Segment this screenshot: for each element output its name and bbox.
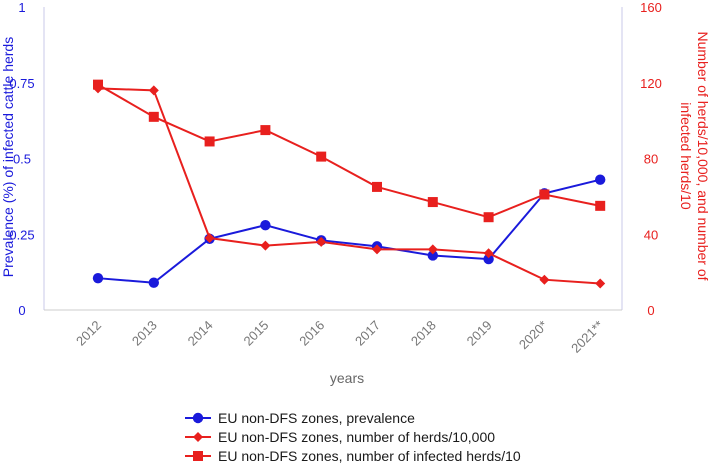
y-left-axis-title: Prevalence (%) of infected cattle herds bbox=[0, 37, 16, 277]
series-line bbox=[97, 83, 601, 219]
legend-label: EU non-DFS zones, number of infected her… bbox=[218, 448, 521, 464]
series-3-square-point bbox=[93, 79, 103, 90]
legend-marker bbox=[193, 432, 203, 442]
series-1-point bbox=[260, 219, 271, 231]
series-3-square-point bbox=[204, 136, 215, 147]
x-tick-label: 2017 bbox=[352, 318, 383, 349]
series-1-point bbox=[92, 272, 104, 284]
series-2-diamond-point bbox=[148, 85, 159, 96]
x-tick-label: 2020* bbox=[516, 318, 551, 353]
series-1 bbox=[92, 174, 606, 288]
y-left-tick-label: 1 bbox=[18, 0, 25, 15]
legend-label: EU non-DFS zones, prevalence bbox=[218, 410, 415, 426]
y-right-tick-label: 0 bbox=[647, 303, 654, 318]
labels-layer: years Prevalence (%) of infected cattle … bbox=[0, 31, 709, 386]
y-right-tick-label: 160 bbox=[640, 0, 662, 15]
series-3-square-point bbox=[316, 151, 327, 162]
series-2-diamond-point bbox=[316, 236, 327, 247]
x-tick-label: 2014 bbox=[185, 318, 216, 349]
series-3-square-point bbox=[539, 189, 550, 200]
legend-item: EU non-DFS zones, prevalence bbox=[185, 410, 415, 426]
legend-item: EU non-DFS zones, number of infected her… bbox=[185, 448, 521, 464]
series-3-square-point bbox=[148, 111, 159, 122]
x-tick-label: 2019 bbox=[464, 318, 495, 349]
legend-item: EU non-DFS zones, number of herds/10,000 bbox=[185, 429, 495, 445]
y-left-tick-label: 0.75 bbox=[9, 76, 34, 91]
x-tick-label: 2012 bbox=[73, 318, 104, 349]
series-2-diamond-point bbox=[372, 244, 382, 255]
y-left-tick-label: 0.25 bbox=[9, 227, 34, 242]
series-2-diamond-point bbox=[204, 233, 215, 244]
series-3-square-point bbox=[427, 197, 438, 208]
series-2-diamond-point bbox=[539, 274, 550, 285]
y-right-axis-title-line2: infected herds/10 bbox=[678, 102, 694, 210]
x-tick-label: 2016 bbox=[296, 318, 327, 349]
series-1-point bbox=[148, 277, 159, 288]
legend-marker bbox=[192, 412, 204, 424]
series-2-diamond-point bbox=[483, 248, 494, 259]
y-right-tick-label: 40 bbox=[644, 227, 658, 242]
x-tick-label: 2021** bbox=[568, 318, 606, 356]
series-1-point bbox=[595, 174, 606, 185]
y-left-tick-label: 0 bbox=[18, 303, 25, 318]
series-2 bbox=[93, 83, 606, 289]
series-3-square-point bbox=[372, 181, 382, 192]
y-right-tick-label: 120 bbox=[640, 76, 662, 91]
series-2-diamond-point bbox=[260, 240, 271, 251]
x-tick-label: 2013 bbox=[129, 318, 160, 349]
axes-layer: 0 0.25 0.5 0.75 1 0 40 80 120 160 2012 2013 2014 2015… bbox=[9, 0, 662, 356]
x-tick-label: 2015 bbox=[240, 318, 271, 349]
series-3-square-point bbox=[595, 200, 606, 211]
series-1-point bbox=[427, 250, 438, 261]
y-left-tick-label: 0.5 bbox=[13, 152, 31, 167]
legend-marker bbox=[193, 451, 203, 461]
x-axis-title: years bbox=[330, 370, 364, 386]
series-layer bbox=[92, 79, 606, 289]
y-right-axis-title-line1: Number of herds/10,000, and number of bbox=[695, 31, 709, 280]
series-2-diamond-point bbox=[427, 244, 438, 255]
series-2-diamond-point bbox=[595, 278, 606, 289]
legend-label: EU non-DFS zones, number of herds/10,000 bbox=[218, 429, 495, 445]
series-3-square-point bbox=[483, 212, 494, 223]
x-tick-label: 2018 bbox=[408, 318, 439, 349]
series-line bbox=[97, 178, 601, 284]
legend: EU non-DFS zones, prevalence EU non-DFS z… bbox=[185, 410, 521, 464]
series-3-square-point bbox=[260, 125, 271, 136]
series-line bbox=[97, 87, 601, 285]
series-3 bbox=[93, 79, 606, 223]
y-right-tick-label: 80 bbox=[644, 152, 658, 167]
series-1-point bbox=[483, 253, 494, 265]
